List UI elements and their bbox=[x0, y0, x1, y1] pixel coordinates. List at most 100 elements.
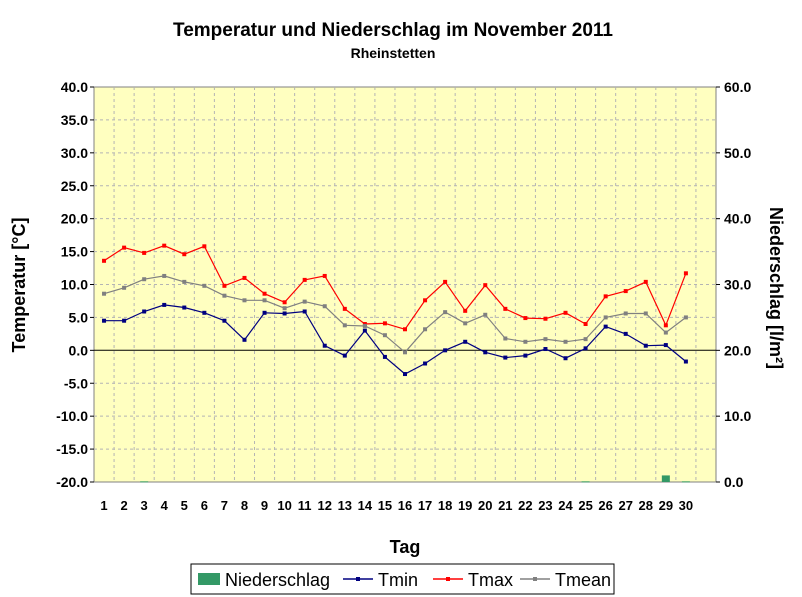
x-tick-label: 7 bbox=[221, 498, 228, 513]
point-tmin bbox=[182, 305, 187, 310]
y2-tick-label: 60.0 bbox=[724, 79, 751, 95]
point-tmax bbox=[382, 321, 387, 326]
point-tmax bbox=[503, 306, 508, 311]
legend-marker-tmean bbox=[533, 577, 537, 581]
y-tick-label: -15.0 bbox=[56, 441, 88, 457]
point-tmax bbox=[102, 258, 107, 263]
x-tick-label: 22 bbox=[518, 498, 532, 513]
point-tmean bbox=[342, 323, 347, 328]
x-tick-label: 17 bbox=[418, 498, 432, 513]
chart-title: Temperatur und Niederschlag im November … bbox=[173, 20, 613, 41]
point-tmin bbox=[322, 343, 327, 348]
x-tick-label: 1 bbox=[100, 498, 107, 513]
series-line-tmin bbox=[104, 304, 687, 375]
point-tmean bbox=[603, 315, 608, 320]
point-tmean bbox=[122, 285, 127, 290]
bar-niederschlag bbox=[581, 481, 590, 483]
point-tmax bbox=[663, 323, 668, 328]
point-tmin bbox=[503, 355, 508, 360]
x-tick-label: 21 bbox=[498, 498, 512, 513]
temperature-lines bbox=[102, 243, 688, 377]
series-line-tmean bbox=[103, 275, 687, 354]
point-tmean bbox=[423, 327, 428, 332]
y-tick-label: 35.0 bbox=[61, 112, 88, 128]
point-tmax bbox=[423, 298, 428, 303]
y2-tick-label: 10.0 bbox=[724, 408, 751, 424]
point-tmin bbox=[102, 318, 107, 323]
legend-label-tmin: Tmin bbox=[378, 570, 418, 590]
point-tmax bbox=[523, 316, 528, 321]
point-tmax bbox=[603, 294, 608, 299]
point-tmean bbox=[623, 311, 628, 316]
x-tick-label: 20 bbox=[478, 498, 492, 513]
point-tmin bbox=[362, 328, 367, 333]
point-tmax bbox=[463, 308, 468, 313]
legend-label-niederschlag: Niederschlag bbox=[225, 570, 330, 590]
point-tmax bbox=[403, 327, 407, 332]
y2-tick-label: 40.0 bbox=[724, 211, 751, 227]
legend-marker-tmin bbox=[356, 577, 360, 581]
x-tick-label: 13 bbox=[338, 498, 352, 513]
point-tmax bbox=[302, 277, 307, 282]
x-tick-label: 6 bbox=[201, 498, 208, 513]
point-tmean bbox=[282, 306, 287, 311]
precipitation-bars bbox=[140, 475, 690, 483]
x-tick-label: 9 bbox=[261, 498, 268, 513]
point-tmin bbox=[302, 309, 307, 314]
point-tmean bbox=[563, 339, 568, 344]
point-tmean bbox=[302, 299, 307, 304]
point-tmin bbox=[683, 359, 688, 364]
x-tick-label: 2 bbox=[120, 498, 127, 513]
point-tmin bbox=[382, 354, 387, 359]
x-tick-label: 12 bbox=[318, 498, 332, 513]
y-axis-label: Temperatur [°C] bbox=[9, 218, 29, 353]
point-tmean bbox=[643, 311, 648, 316]
y-tick-label: 40.0 bbox=[61, 79, 88, 95]
point-tmin bbox=[242, 337, 247, 342]
point-tmin bbox=[543, 347, 548, 352]
x-tick-label: 8 bbox=[241, 498, 248, 513]
x-tick-label: 19 bbox=[458, 498, 472, 513]
point-tmean bbox=[583, 337, 588, 342]
point-tmax bbox=[443, 279, 448, 284]
point-tmean bbox=[683, 315, 688, 320]
point-tmax bbox=[142, 250, 147, 255]
point-tmax bbox=[623, 289, 628, 294]
point-tmean bbox=[142, 277, 147, 282]
x-tick-label: 24 bbox=[558, 498, 573, 513]
point-tmax bbox=[543, 316, 548, 321]
x-tick-label: 18 bbox=[438, 498, 452, 513]
point-tmax bbox=[202, 244, 207, 249]
legend-swatch-niederschlag bbox=[198, 573, 220, 585]
point-tmean bbox=[362, 323, 367, 328]
point-tmin bbox=[563, 356, 568, 361]
y-tick-label: 5.0 bbox=[69, 309, 89, 325]
point-tmax bbox=[583, 322, 588, 326]
point-tmin bbox=[122, 318, 127, 323]
y-axis-left-ticks: -20.0 -15.0 -10.0 -5.0 0.0 5.0 10.0 15.0 20.0 25.… bbox=[56, 79, 94, 490]
point-tmean bbox=[543, 337, 548, 342]
x-tick-label: 28 bbox=[639, 498, 653, 513]
legend-marker-tmax bbox=[446, 577, 450, 581]
point-tmax bbox=[282, 300, 287, 305]
point-tmean bbox=[242, 298, 247, 303]
point-tmean bbox=[523, 339, 528, 344]
x-tick-label: 27 bbox=[618, 498, 632, 513]
x-tick-label: 10 bbox=[277, 498, 291, 513]
point-tmean bbox=[202, 283, 207, 288]
x-axis-label: Tag bbox=[390, 537, 421, 557]
x-tick-label: 26 bbox=[598, 498, 612, 513]
point-tmean bbox=[322, 304, 327, 309]
point-tmin bbox=[643, 343, 648, 348]
x-tick-label: 25 bbox=[578, 498, 592, 513]
point-tmin bbox=[342, 353, 347, 358]
y-tick-label: -10.0 bbox=[56, 408, 88, 424]
point-tmin bbox=[403, 372, 407, 377]
y-tick-label: 30.0 bbox=[61, 145, 88, 161]
legend-label-tmax: Tmax bbox=[468, 570, 513, 590]
point-tmax bbox=[122, 245, 127, 250]
point-tmin bbox=[202, 310, 207, 315]
point-tmax bbox=[483, 283, 488, 288]
point-tmin bbox=[443, 348, 448, 353]
